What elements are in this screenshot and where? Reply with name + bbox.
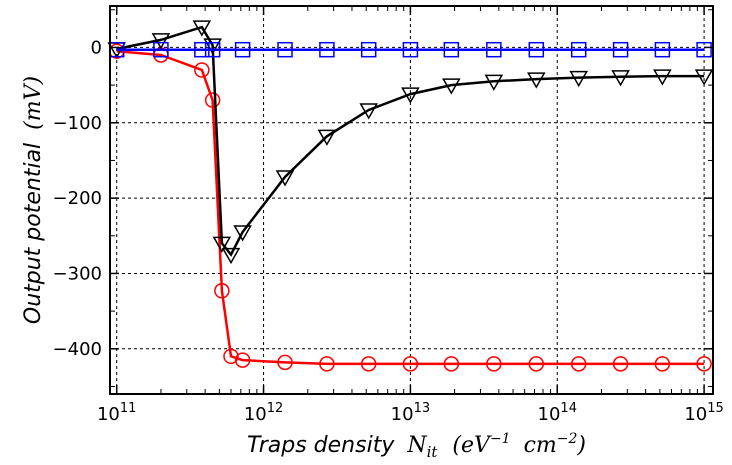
x-tick-label: 1012 bbox=[244, 401, 283, 425]
triangle-down-marker bbox=[694, 69, 714, 86]
series-layer bbox=[107, 20, 714, 372]
triangle-down-marker bbox=[484, 74, 504, 91]
circle-marker bbox=[194, 62, 210, 78]
series-square bbox=[108, 41, 712, 58]
circle-marker bbox=[570, 356, 587, 372]
circle-marker bbox=[319, 356, 335, 372]
triangle-down-marker bbox=[221, 247, 241, 265]
square-marker bbox=[234, 41, 251, 58]
square-marker bbox=[194, 41, 210, 58]
circle-marker bbox=[204, 92, 221, 108]
square-marker bbox=[654, 41, 671, 58]
triangle-down-marker bbox=[317, 129, 337, 146]
circle-marker bbox=[696, 356, 712, 372]
triangle-down-marker bbox=[611, 70, 630, 87]
triangle-down-marker bbox=[233, 225, 252, 242]
square-marker bbox=[153, 41, 169, 58]
circle-marker bbox=[223, 348, 239, 365]
triangle-down-marker bbox=[275, 170, 295, 187]
square-marker bbox=[360, 41, 377, 58]
y-tick-label: −400 bbox=[53, 339, 102, 360]
x-tick-label: 1011 bbox=[97, 401, 136, 425]
square-marker bbox=[696, 41, 712, 58]
circle-marker bbox=[612, 356, 629, 372]
circle-marker bbox=[654, 356, 671, 372]
triangle-down-marker bbox=[401, 87, 420, 104]
square-marker bbox=[204, 41, 221, 58]
circle-marker bbox=[277, 354, 293, 371]
axis-ticks: 1011 1012 1013 1014 1015 0 −100 −200 −300 −400 bbox=[53, 6, 724, 425]
triangle-down-marker bbox=[212, 236, 232, 253]
triangle-down-marker bbox=[442, 78, 461, 95]
square-marker bbox=[486, 41, 502, 58]
y-tick-label: −300 bbox=[53, 263, 102, 284]
x-tick-label: 1015 bbox=[684, 401, 723, 425]
square-marker bbox=[570, 41, 587, 58]
series-circle bbox=[108, 43, 712, 372]
x-tick-label: 1013 bbox=[391, 401, 430, 425]
circle-marker bbox=[234, 352, 251, 368]
square-marker bbox=[528, 41, 545, 58]
circle-marker bbox=[486, 356, 502, 372]
y-tick-label: −200 bbox=[53, 188, 102, 209]
triangle-down-marker bbox=[653, 69, 672, 86]
square-marker bbox=[443, 41, 460, 58]
square-marker bbox=[277, 41, 293, 58]
y-tick-label: 0 bbox=[91, 37, 102, 58]
triangle-down-marker bbox=[151, 33, 171, 50]
plot-frame bbox=[109, 5, 714, 395]
triangle-down-marker bbox=[359, 103, 378, 120]
grid bbox=[110, 6, 713, 394]
x-axis-label: Traps density Nit (eV−1 cm−2) bbox=[247, 424, 586, 463]
square-marker bbox=[402, 41, 419, 58]
y-tick-label: −100 bbox=[53, 113, 102, 134]
y-axis-label: Output potential (mV) bbox=[21, 76, 46, 324]
square-marker bbox=[612, 41, 629, 58]
x-tick-label: 1014 bbox=[538, 401, 577, 425]
circle-marker bbox=[360, 356, 377, 372]
circle-marker bbox=[214, 283, 230, 299]
triangle-down-marker bbox=[527, 72, 546, 89]
triangle-down-marker bbox=[569, 70, 588, 88]
triangle-down-marker bbox=[192, 20, 212, 37]
circle-marker bbox=[528, 356, 545, 372]
circle-marker bbox=[402, 356, 419, 372]
circle-marker bbox=[443, 356, 460, 372]
square-marker bbox=[319, 41, 335, 58]
